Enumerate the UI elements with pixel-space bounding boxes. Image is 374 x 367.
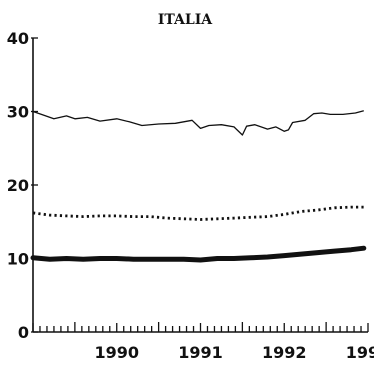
- y-tick-label-40: 40: [7, 29, 29, 48]
- x-tick-label-1991: 1991: [178, 343, 223, 362]
- chart-title: ITALIA: [158, 12, 213, 28]
- series-line-2: [32, 205, 364, 221]
- x-tick-label-1990: 1990: [94, 343, 139, 362]
- series-group: [30, 110, 367, 263]
- y-tick-label-30: 30: [7, 103, 29, 122]
- x-tick-label-1993: 1993: [346, 343, 374, 362]
- series-line-1: [32, 110, 364, 136]
- y-axis-ticks: 0 10 20 30 40: [7, 29, 38, 342]
- y-tick-label-10: 10: [7, 250, 29, 269]
- y-tick-label-20: 20: [7, 176, 29, 195]
- axes: [32, 38, 368, 333]
- series-line-3: [30, 245, 367, 263]
- x-axis-ticks: 1990 1991 1992 1993: [32, 322, 374, 362]
- y-tick-label-0: 0: [18, 323, 29, 342]
- x-tick-label-1992: 1992: [262, 343, 307, 362]
